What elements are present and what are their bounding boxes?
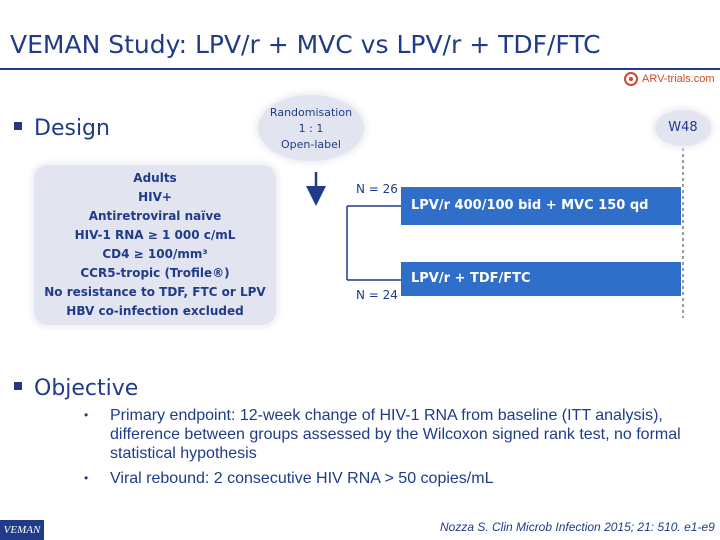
square-bullet-icon — [14, 122, 22, 130]
population-box: Adults HIV+ Antiretroviral naïve HIV-1 R… — [34, 165, 276, 325]
randomisation-label: Randomisation — [269, 106, 353, 119]
objective-item: • Viral rebound: 2 consecutive HIV RNA > … — [84, 469, 704, 488]
arm-1-n: N = 26 — [356, 182, 398, 196]
randomisation-bubble: Randomisation 1 : 1 Open-label — [258, 95, 364, 161]
objective-list: • Primary endpoint: 12-week change of HIV… — [84, 406, 704, 494]
population-line: Adults — [133, 171, 177, 185]
dot-bullet-icon: • — [84, 408, 89, 422]
population-line: No resistance to TDF, FTC or LPV — [44, 285, 266, 299]
arv-trials-logo-icon — [624, 72, 638, 86]
objective-item: • Primary endpoint: 12-week change of HIV… — [84, 406, 704, 463]
design-heading-text: Design — [34, 116, 110, 141]
population-line: Antiretroviral naïve — [88, 209, 222, 223]
objective-item-text: Primary endpoint: 12-week change of HIV-… — [110, 407, 681, 462]
randomisation-ratio: 1 : 1 — [298, 122, 324, 135]
population-line: HBV co-infection excluded — [66, 304, 244, 318]
week-48-bubble: W48 — [655, 110, 711, 146]
population-line: HIV-1 RNA ≥ 1 000 c/mL — [74, 228, 236, 242]
population-line: HIV+ — [138, 190, 172, 204]
arm-1-box: LPV/r 400/100 bid + MVC 150 qd — [401, 187, 681, 225]
square-bullet-icon — [14, 382, 22, 390]
dot-bullet-icon: • — [84, 471, 89, 485]
population-line: CD4 ≥ 100/mm³ — [102, 247, 208, 261]
design-heading: Design — [14, 116, 110, 141]
study-tag: VEMAN — [0, 520, 44, 540]
arm-2-box: LPV/r + TDF/FTC — [401, 262, 681, 296]
citation: Nozza S. Clin Microb Infection 2015; 21:… — [440, 520, 715, 534]
objective-heading-text: Objective — [34, 376, 139, 401]
page-title: VEMAN Study: LPV/r + MVC vs LPV/r + TDF/… — [10, 30, 601, 59]
arv-trials-logo: ARV-trials.com — [622, 70, 718, 90]
objective-item-text: Viral rebound: 2 consecutive HIV RNA > 5… — [110, 470, 494, 487]
logo-text: ARV-trials.com — [642, 73, 715, 85]
title-divider — [0, 68, 720, 70]
population-line: CCR5-tropic (Trofile®) — [80, 266, 230, 280]
objective-heading: Objective — [14, 376, 138, 401]
arm-2-n: N = 24 — [356, 288, 398, 302]
randomisation-design: Open-label — [281, 138, 341, 151]
